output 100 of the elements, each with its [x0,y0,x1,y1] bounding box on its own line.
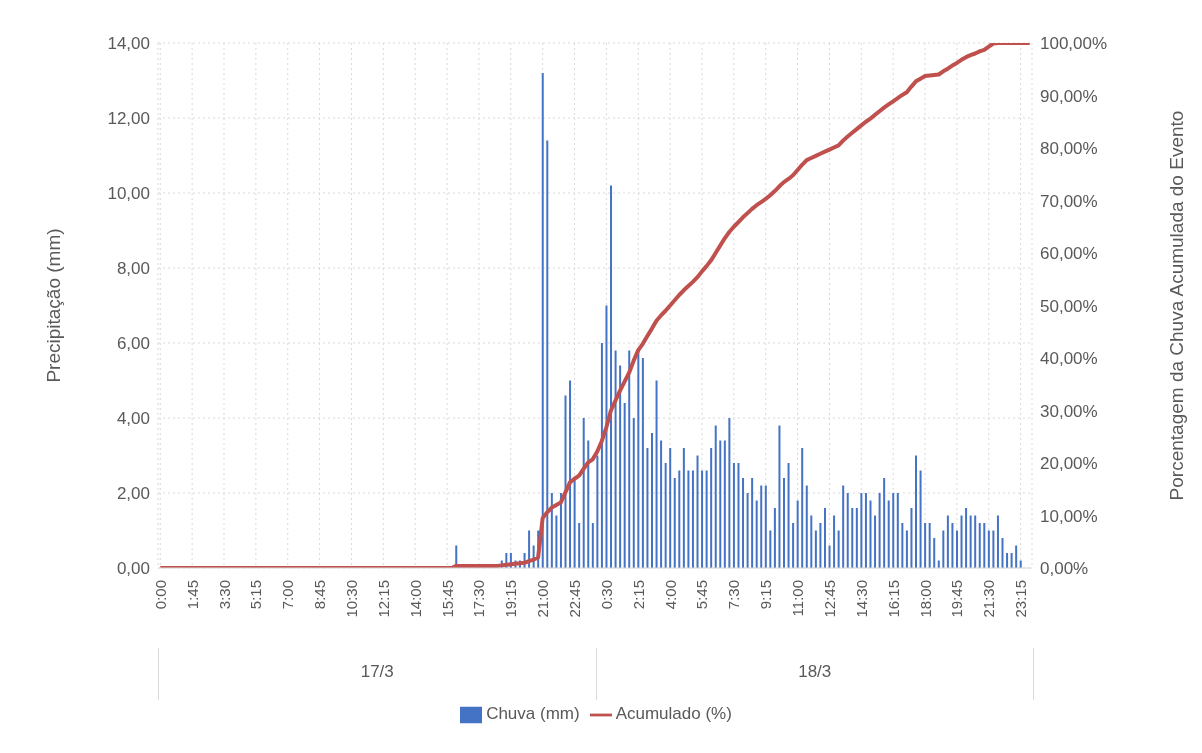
y2-tick-label: 80,00% [1040,139,1098,159]
bar [764,485,767,568]
bar [846,493,849,568]
text: 18/3 [595,648,1033,700]
bar [773,508,776,568]
bar [833,515,836,568]
x-tick-label: 17:30 [470,580,488,618]
bar [851,508,854,568]
x-tick-label: 7:00 [279,580,297,610]
bar [632,418,635,568]
bar [646,448,649,568]
bar [701,470,704,568]
bar [550,493,553,568]
y2-tick-label: 10,00% [1040,506,1098,526]
bar [669,448,672,568]
x-tick-label: 2:15 [629,580,647,610]
x-tick-label: 12:45 [820,580,838,618]
text: 17/3 [359,661,395,683]
y2-tick-label: 40,00% [1040,349,1098,369]
bar [596,455,599,568]
x-tick-label: 3:30 [215,580,233,610]
y2-tick-label: 90,00% [1040,86,1098,106]
bar [983,523,986,568]
bar [778,425,781,568]
bar [783,478,785,568]
x-tick-label: 15:45 [438,580,456,618]
bar [874,515,877,568]
bar [1006,553,1009,568]
x-tick-label: 22:45 [566,580,584,618]
y-tick-label: 14,00 [107,34,150,54]
bar [878,493,881,568]
bar [664,463,667,568]
bar [760,485,763,568]
bar [723,440,726,568]
bar [573,478,576,568]
bar [974,515,977,568]
bar [769,530,772,568]
bar [946,515,949,568]
bar [955,530,958,568]
y-tick-label: 8,00 [116,259,150,279]
x-tick-label: 19:15 [502,580,520,618]
x-tick-label: 8:45 [311,580,329,610]
bar [614,350,617,568]
x-tick-label: 5:15 [247,580,265,610]
bar [610,185,613,568]
bar [696,455,699,568]
bar [751,478,754,568]
bar [933,538,936,568]
y-tick-label: 6,00 [116,334,150,354]
x-tick-label: 14:30 [852,580,870,618]
bar [969,515,972,568]
x-tick-label: 19:45 [948,580,966,618]
bar [755,500,758,568]
x-tick-label: 1:45 [183,580,201,610]
bar [805,485,808,568]
y-tick-label: 10,00 [107,184,150,204]
x-tick-label: 11:00 [789,580,807,617]
bar [855,508,858,568]
bar [810,515,813,568]
bar [942,530,945,568]
bar [965,508,968,568]
bar [710,448,713,568]
bar [819,523,822,568]
bar [905,530,908,568]
bar [978,523,981,568]
bar [1010,553,1013,568]
bar [714,425,717,568]
y-axis-title: Precipitação (mm) [42,228,64,383]
bar [619,365,622,568]
y2-tick-label: 100,00% [1040,34,1108,54]
bar [555,515,558,568]
legend-label: Acumulado (%) [615,704,732,724]
bar [910,508,913,568]
y-tick-label: 0,00 [116,559,150,579]
y2-tick-label: 60,00% [1040,244,1098,264]
bar [687,470,690,568]
bar [682,448,685,568]
bar [919,470,922,568]
x-tick-label: 12:15 [374,580,392,618]
x-tick-label: 10:30 [342,580,360,618]
bar [951,523,954,568]
bar [869,500,872,568]
bar [728,418,731,568]
bar [987,530,990,568]
bar [541,73,544,568]
bar [582,418,585,568]
bar [896,493,899,568]
x-tick-label: 18:00 [916,580,934,618]
bar [732,463,735,568]
x-tick-label: 9:15 [757,580,775,610]
x-tick-label: 14:00 [406,580,424,618]
bar [837,530,840,568]
y2-tick-label: 0,00% [1040,559,1089,579]
bar [660,440,663,568]
legend-label: Chuva (mm) [486,704,580,724]
bar [828,545,831,568]
bar [719,440,722,568]
x-tick-label: 7:30 [725,580,743,610]
x-tick-label: 5:45 [693,580,711,610]
bar [996,515,999,568]
